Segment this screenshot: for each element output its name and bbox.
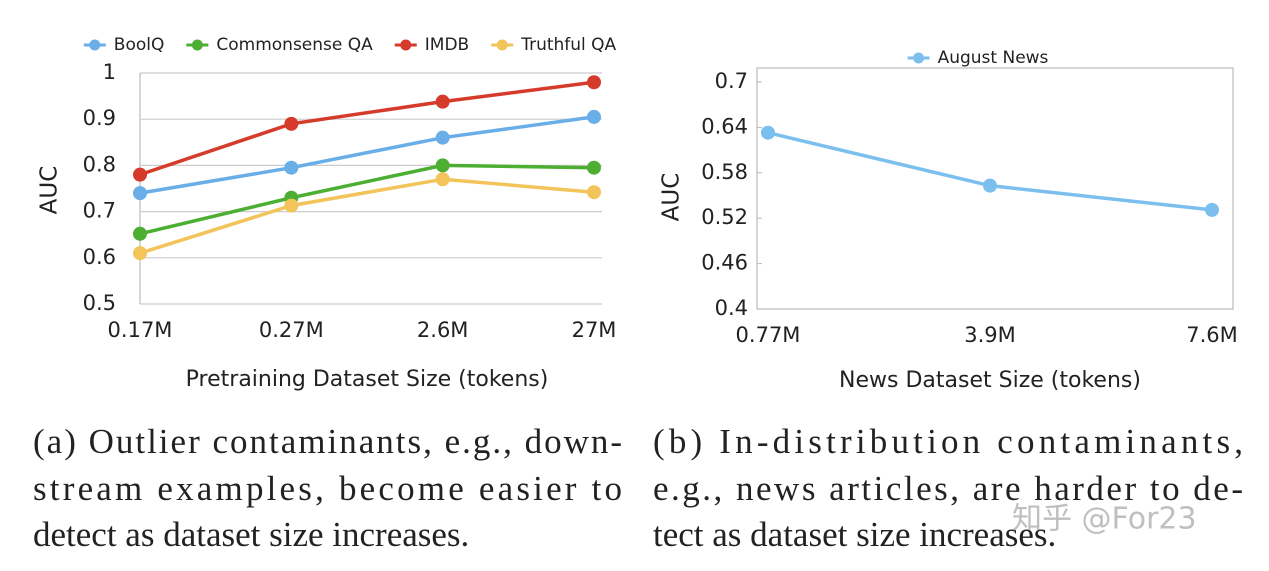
data-point (587, 160, 601, 175)
y-tick-label: 0.8 (83, 152, 116, 176)
series-line (767, 130, 1213, 212)
data-point (435, 158, 450, 173)
watermark: 知乎 @For23 (1012, 502, 1197, 537)
x-tick-label: 3.9M (964, 323, 1016, 347)
y-axis-label: AUC (37, 166, 63, 215)
x-tick-label: 7.6M (1186, 323, 1238, 347)
data-point (587, 75, 601, 90)
legend-label: Truthful QA (520, 35, 616, 55)
data-point (1205, 202, 1219, 217)
data-point (983, 178, 997, 193)
y-tick-label: 0.7 (715, 69, 748, 93)
legend-marker (191, 39, 203, 51)
x-tick-label: 2.6M (417, 318, 469, 342)
series-line (139, 163, 595, 236)
y-tick-label: 0.64 (701, 114, 748, 138)
caption-line: detect as dataset size increases. (33, 515, 469, 554)
series-line (139, 115, 595, 195)
caption-line: tect as dataset size increases. (653, 515, 1056, 554)
data-point (587, 109, 601, 124)
x-tick-label: 27M (572, 318, 617, 342)
data-point (133, 186, 147, 201)
plot-frame (756, 67, 1234, 310)
y-tick-label: 0.6 (83, 245, 116, 269)
data-point (284, 160, 299, 175)
data-point (284, 116, 299, 131)
legend-label: August News (938, 48, 1049, 68)
data-point (284, 198, 299, 213)
legend-marker (913, 52, 925, 64)
legend: BoolQ Commonsense QA IMDB Truthful QA (83, 35, 617, 55)
y-axis-label: AUC (659, 173, 685, 222)
y-tick-label: 0.9 (83, 106, 116, 130)
data-point (133, 246, 147, 261)
data-point (435, 94, 450, 109)
x-axis-label: Pretraining Dataset Size (tokens) (186, 367, 549, 392)
data-point (133, 226, 147, 241)
x-axis-label: News Dataset Size (tokens) (839, 368, 1141, 393)
y-tick-label: 0.7 (83, 199, 116, 223)
y-tick-label: 0.46 (701, 251, 748, 275)
y-tick-label: 0.5 (83, 291, 116, 315)
y-tick-label: 0.52 (701, 205, 748, 229)
x-tick-label: 0.27M (259, 318, 324, 342)
legend: August News (907, 48, 1049, 68)
series-line (139, 177, 595, 255)
data-point (435, 130, 450, 145)
x-tick-label: 0.77M (736, 323, 801, 347)
data-point (761, 125, 775, 140)
y-tick-label: 1 (103, 60, 116, 84)
legend-label: BoolQ (114, 35, 165, 55)
data-point (435, 172, 450, 187)
caption-line: (a) Outlier contaminants, e.g., down- (33, 422, 622, 461)
series-line (139, 80, 595, 177)
data-point (133, 167, 147, 182)
caption-line: (b) In-distribution contaminants, (653, 422, 1243, 461)
legend-marker (400, 39, 412, 51)
caption-line: stream examples, become easier to (33, 469, 622, 508)
legend-marker (496, 39, 508, 51)
legend-label: IMDB (425, 35, 469, 55)
legend-label: Commonsense QA (216, 35, 373, 55)
y-tick-label: 0.58 (701, 160, 748, 184)
y-tick-label: 0.4 (715, 296, 748, 320)
x-tick-label: 0.17M (108, 318, 173, 342)
legend-marker (89, 39, 101, 51)
data-point (587, 185, 601, 200)
